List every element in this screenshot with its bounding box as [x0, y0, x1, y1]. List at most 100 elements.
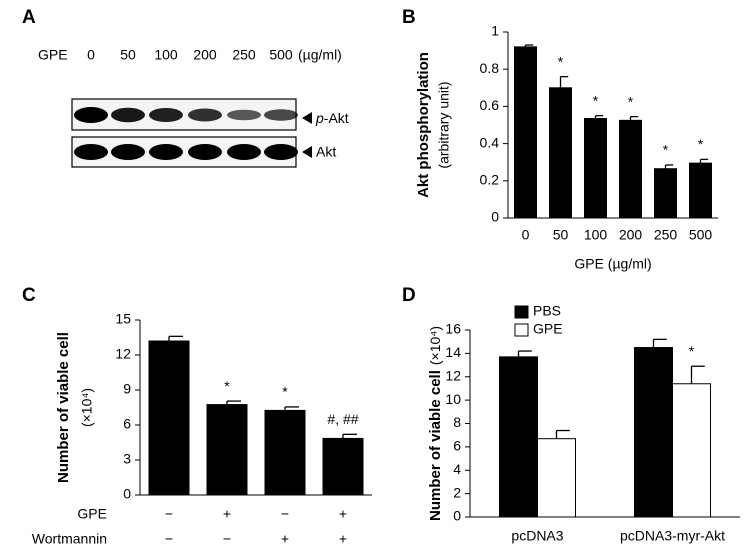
bar: [619, 119, 642, 219]
condition-label: −: [165, 506, 173, 522]
legend-label: GPE: [533, 321, 563, 337]
annotation: *: [593, 92, 599, 108]
arrow: [302, 146, 312, 158]
band: [74, 144, 108, 160]
lane-label: 200: [193, 47, 217, 63]
y-tick-label: 6: [453, 438, 461, 454]
y-tick-label: 16: [445, 321, 461, 337]
blot-unit: (µg/ml): [298, 47, 342, 63]
x-tick-label: 50: [553, 227, 569, 243]
y-axis-unit: (×10⁴): [79, 388, 95, 427]
lane-label: 500: [269, 47, 293, 63]
condition-label: −: [223, 531, 231, 547]
band: [188, 144, 222, 160]
band: [188, 108, 222, 122]
bar: [549, 87, 572, 219]
arrow: [302, 112, 312, 124]
bar: [514, 46, 537, 219]
band: [111, 107, 145, 123]
y-tick-label: 6: [123, 416, 131, 432]
y-tick-label: 0.4: [480, 134, 500, 150]
condition-label: −: [281, 506, 289, 522]
y-tick-label: 2: [453, 484, 461, 500]
annotation: *: [628, 93, 634, 109]
x-tick-label: 200: [619, 227, 643, 243]
bar: [499, 356, 538, 518]
y-tick-label: 0.2: [480, 172, 500, 188]
band: [149, 108, 183, 122]
x-tick-label: 0: [522, 227, 530, 243]
legend-label: PBS: [533, 303, 561, 319]
panel-label: C: [22, 285, 36, 306]
bar: [537, 438, 576, 518]
annotation: *: [689, 343, 695, 359]
condition-label: +: [339, 531, 347, 547]
lane-label: 0: [87, 47, 95, 63]
y-axis-title: Akt phosphorylation: [415, 52, 432, 198]
y-tick-label: 0.6: [480, 97, 500, 113]
x-tick-label: 100: [584, 227, 608, 243]
panel-label: A: [22, 7, 36, 28]
bar: [148, 340, 190, 496]
bar: [672, 383, 711, 518]
x-axis-title: GPE (µg/ml): [574, 256, 651, 272]
panel-label: D: [402, 285, 416, 306]
y-tick-label: 0: [491, 209, 499, 225]
y-tick-label: 0.8: [480, 60, 500, 76]
band: [264, 144, 298, 160]
y-axis-title: Number of viable cell (×10⁴): [427, 326, 444, 521]
bar: [654, 168, 677, 219]
bar: [322, 437, 364, 496]
band: [227, 144, 261, 160]
annotation: *: [224, 378, 230, 394]
annotation: *: [698, 136, 704, 152]
y-tick-label: 0: [453, 508, 461, 524]
y-tick-label: 9: [123, 381, 131, 397]
band: [264, 109, 298, 121]
panel-label: B: [402, 7, 416, 28]
condition-label: +: [281, 531, 289, 547]
x-tick-label: pcDNA3: [511, 528, 563, 544]
y-axis-title-unit: (×10⁴): [427, 326, 443, 365]
band-label: p-Akt: [315, 110, 349, 126]
bar: [206, 404, 248, 496]
bar: [264, 409, 306, 496]
bar: [584, 117, 607, 219]
annotation: *: [663, 142, 669, 158]
y-tick-label: 12: [115, 346, 131, 362]
band-name: -Akt: [324, 110, 349, 126]
y-tick-label: 15: [115, 311, 131, 327]
y-tick-label: 12: [445, 367, 461, 383]
band: [74, 107, 108, 123]
condition-name: Wortmannin: [32, 531, 107, 547]
band-label: Akt: [316, 144, 336, 160]
annotation: *: [282, 384, 288, 400]
y-tick-label: 8: [453, 414, 461, 430]
annotation: *: [558, 53, 564, 69]
band: [149, 144, 183, 160]
condition-label: +: [339, 506, 347, 522]
band: [111, 144, 145, 160]
legend-swatch: [514, 323, 529, 337]
y-tick-label: 4: [453, 461, 461, 477]
lane-label: 50: [120, 47, 136, 63]
y-tick-label: 14: [445, 344, 461, 360]
condition-label: −: [165, 531, 173, 547]
x-tick-label: 500: [689, 227, 713, 243]
lane-label: 250: [232, 47, 256, 63]
legend-swatch: [514, 305, 529, 319]
x-tick-label: pcDNA3-myr-Akt: [620, 528, 725, 544]
bar: [634, 347, 673, 518]
blot-row-label: GPE: [38, 47, 68, 63]
y-tick-label: 1: [491, 23, 499, 39]
band: [227, 109, 261, 121]
y-axis-title: Number of viable cell: [55, 332, 72, 483]
y-tick-label: 3: [123, 451, 131, 467]
lane-label: 100: [154, 47, 178, 63]
y-tick-label: 0: [123, 486, 131, 502]
y-axis-title-main: Number of viable cell: [427, 370, 444, 521]
bar: [689, 162, 712, 219]
y-tick-label: 10: [445, 391, 461, 407]
annotation: #, ##: [327, 411, 358, 427]
